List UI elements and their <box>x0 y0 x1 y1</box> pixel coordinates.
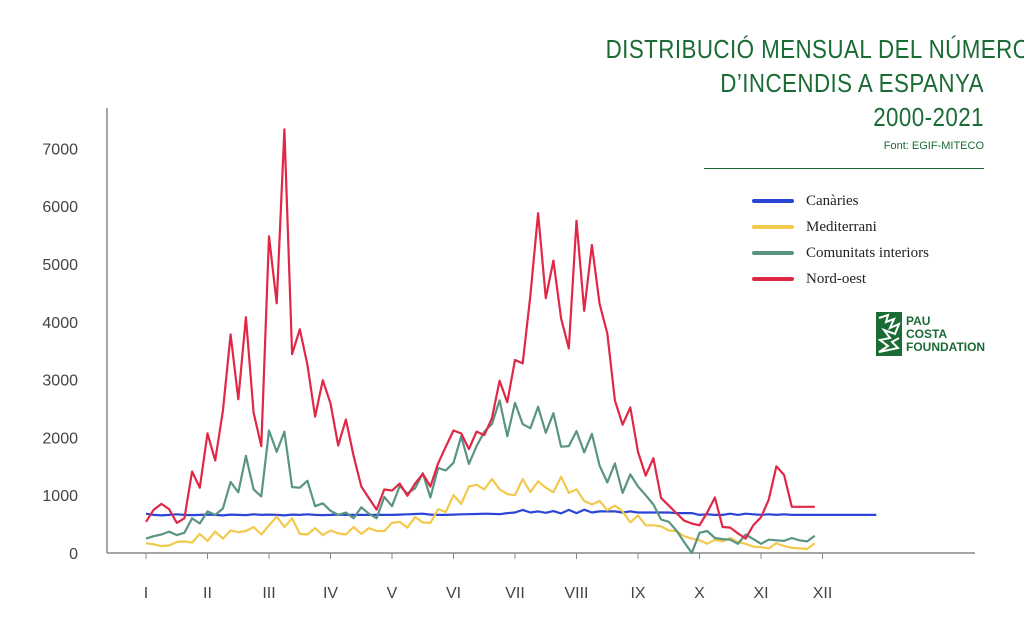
legend-label-canaries: Canàries <box>806 192 859 209</box>
y-tick-label: 7000 <box>42 141 78 158</box>
legend-label-mediterrani: Mediterrani <box>806 218 877 235</box>
x-tick-label: XI <box>753 585 768 602</box>
legend-swatch-nordoest <box>752 277 794 281</box>
logo-text: PAU COSTA FOUNDATION <box>906 313 986 354</box>
y-tick-label: 2000 <box>42 430 78 447</box>
y-tick-label: 1000 <box>42 488 78 505</box>
x-tick-label: II <box>203 585 212 602</box>
chart-source: Font: EGIF-MITECO <box>883 140 984 152</box>
chart-title-line-1: DISTRIBUCIÓ MENSUAL DEL NÚMERO <box>605 34 1024 64</box>
title-divider <box>704 168 984 169</box>
series-line-can-ries <box>145 508 877 517</box>
legend-swatch-mediterrani <box>752 225 794 229</box>
chart-series <box>145 128 877 555</box>
logo-text-line-3: FOUNDATION <box>906 339 986 354</box>
series-line-nord-oest <box>145 128 815 540</box>
y-tick-label: 6000 <box>42 199 78 216</box>
legend-item-mediterrani: Mediterrani <box>752 214 929 240</box>
chart-legend: Canàries Mediterrani Comunitats interior… <box>752 188 929 292</box>
x-tick-label: X <box>694 585 705 602</box>
pau-costa-logo: PAU COSTA FOUNDATION <box>876 312 985 356</box>
x-tick-label: I <box>144 585 148 602</box>
logo-text-line-2: COSTA <box>906 326 948 341</box>
legend-label-interiors: Comunitats interiors <box>806 244 929 261</box>
y-tick-label: 4000 <box>42 315 78 332</box>
leaf-logo-icon <box>876 312 902 356</box>
y-tick-label: 5000 <box>42 257 78 274</box>
chart-title-line-3: 2000-2021 <box>873 102 984 132</box>
chart-axes <box>106 108 975 554</box>
x-tick-label: IV <box>323 585 338 602</box>
legend-item-interiors: Comunitats interiors <box>752 240 929 266</box>
legend-item-canaries: Canàries <box>752 188 929 214</box>
y-axis-ticks: 0 1000 2000 3000 4000 5000 6000 7000 <box>42 141 78 563</box>
legend-label-nordoest: Nord-oest <box>806 270 866 287</box>
y-tick-label: 3000 <box>42 373 78 390</box>
x-tick-label: III <box>262 585 275 602</box>
x-tick-label: VIII <box>564 585 588 602</box>
x-tick-label: VI <box>446 585 461 602</box>
legend-item-nordoest: Nord-oest <box>752 266 929 292</box>
x-tick-label: V <box>387 585 398 602</box>
chart-title: DISTRIBUCIÓ MENSUAL DEL NÚMERO D’INCENDI… <box>605 32 1024 134</box>
chart-title-line-2: D’INCENDIS A ESPANYA <box>720 68 984 98</box>
legend-swatch-interiors <box>752 251 794 255</box>
x-axis-ticks: I II III IV V VI VII VIII IX X XI XII <box>144 553 833 602</box>
y-tick-label: 0 <box>69 546 78 563</box>
x-tick-label: IX <box>630 585 645 602</box>
logo-text-line-1: PAU <box>906 313 931 328</box>
x-tick-label: XII <box>813 585 833 602</box>
x-tick-label: VII <box>505 585 525 602</box>
series-line-comunitats-interiors <box>145 399 816 555</box>
series-line-mediterrani <box>145 475 816 551</box>
legend-swatch-canaries <box>752 199 794 203</box>
title-block: DISTRIBUCIÓ MENSUAL DEL NÚMERO D’INCENDI… <box>544 32 1024 152</box>
